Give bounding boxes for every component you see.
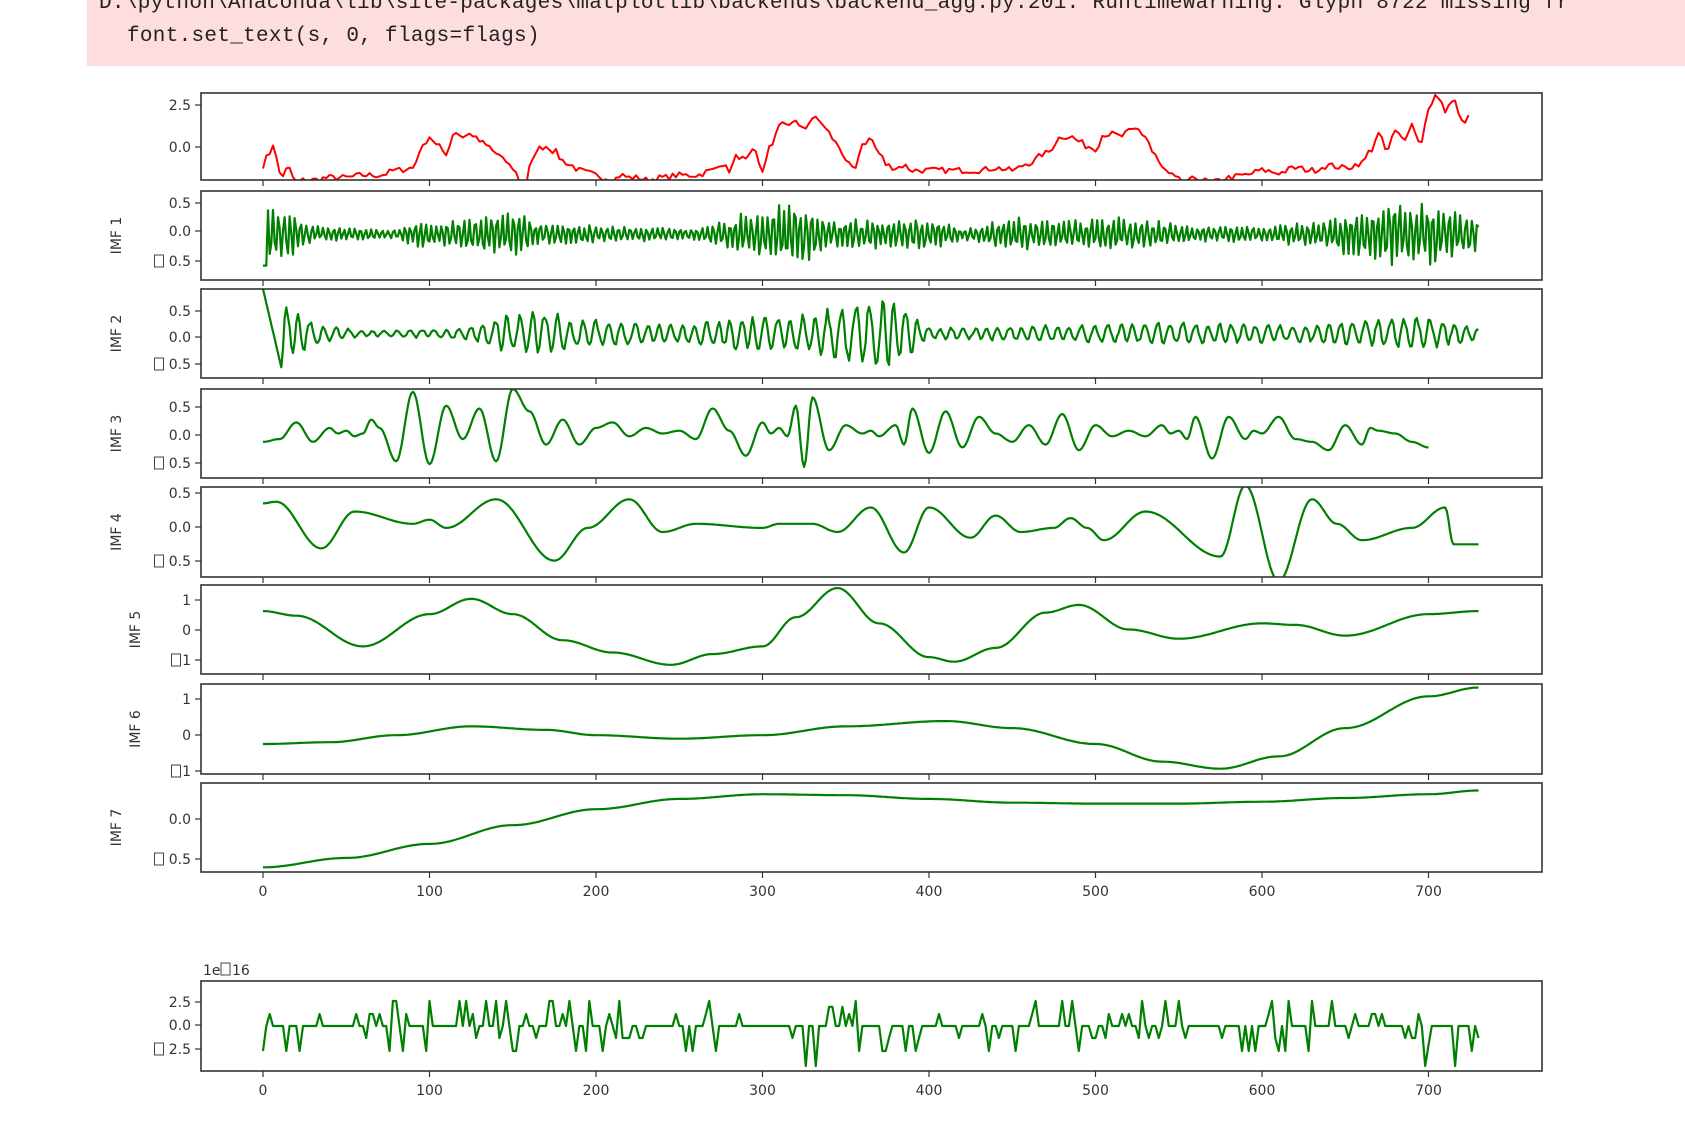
y-tick-label: 0.0 (169, 330, 191, 346)
y-tick-label: 0.5 (169, 456, 191, 472)
warning-line-2: font.set_text(s, 0, flags=flags) (127, 25, 540, 48)
x-tick-label: 500 (1082, 884, 1109, 900)
y-tick-label: 1 (182, 764, 191, 780)
subplot-imf-5: 1 0 1 IMF 5 (128, 584, 1543, 680)
y-tick-label: 2.5 (169, 995, 191, 1011)
x-tick-label: 600 (1249, 884, 1276, 900)
axes-frame (200, 190, 1543, 281)
missing-glyph-box (154, 254, 164, 268)
axes-frame (200, 782, 1543, 873)
imf-line (262, 487, 1479, 577)
y-axis-label: IMF 1 (109, 217, 125, 255)
axes-frame (200, 388, 1543, 479)
y-tick-label: 0 (182, 623, 191, 639)
axes-frame (200, 486, 1543, 578)
missing-glyph-box (154, 852, 164, 866)
y-tick-label: 0 (182, 728, 191, 744)
missing-glyph-box (171, 764, 181, 778)
axes-frame (200, 584, 1543, 675)
x-tick-label: 700 (1415, 884, 1442, 900)
y-tick-label: 1 (182, 593, 191, 609)
y-axis-label: IMF 4 (109, 513, 125, 551)
offset-text: 1e (203, 963, 221, 979)
x-tick-label: 300 (749, 884, 776, 900)
x-tick-label: 500 (1082, 1083, 1109, 1099)
imf-line (263, 789, 1479, 869)
y-tick-label: 0.5 (169, 852, 191, 868)
x-tick-label: 200 (583, 1083, 610, 1099)
axes-frame (200, 92, 1543, 181)
svg-text:16: 16 (232, 963, 250, 979)
missing-glyph-box (154, 456, 164, 470)
y-tick-label: 2.5 (169, 1042, 191, 1058)
y-tick-label: 1 (182, 653, 191, 669)
subplot-imf-4: 0.5 0.0 0.5 IMF 4 (109, 486, 1543, 583)
warning-line-1: D:\python\Anaconda\lib\site-packages\mat… (99, 0, 1570, 15)
y-tick-label: 0.5 (169, 554, 191, 570)
x-tick-label: 100 (416, 1083, 443, 1099)
y-tick-label: 0.0 (169, 520, 191, 536)
missing-glyph-box (154, 1042, 164, 1056)
axes-frame (200, 980, 1543, 1072)
y-axis-label: IMF 3 (109, 415, 125, 453)
subplot-imf-3: 0.5 0.0 0.5 IMF 3 (109, 388, 1543, 484)
x-tick-label: 400 (916, 884, 943, 900)
x-tick-label: 300 (749, 1083, 776, 1099)
missing-glyph-box (171, 653, 181, 667)
x-tick-label: 600 (1249, 1083, 1276, 1099)
y-tick-label: 0.0 (169, 1018, 191, 1034)
imf-line (261, 289, 1479, 369)
imf-line (263, 686, 1479, 770)
x-tick-label: 0 (259, 1083, 268, 1099)
x-tick-label: 400 (916, 1083, 943, 1099)
y-axis-label: IMF 7 (109, 809, 125, 847)
imf-line (263, 587, 1479, 666)
y-tick-label: 1 (182, 692, 191, 708)
imf-line (263, 389, 1429, 468)
x-tick-label: 200 (583, 884, 610, 900)
signal-line (262, 93, 1470, 180)
runtime-warning-output: D:\python\Anaconda\lib\site-packages\mat… (87, 0, 1685, 66)
x-tick-label: 0 (259, 884, 268, 900)
y-tick-label: 0.0 (169, 224, 191, 240)
subplot-imf-6: 1 0 1 IMF 6 (128, 683, 1543, 780)
x-tick-label: 700 (1415, 1083, 1442, 1099)
subplot-imf-7: 0.0 0.5 IMF 7 0 100 200 300 400 500 600 700 (109, 782, 1543, 900)
imf-line (261, 999, 1480, 1068)
axes-frame (200, 683, 1543, 775)
y-tick-label: 0.0 (169, 428, 191, 444)
y-tick-label: 0.5 (169, 196, 191, 212)
y-tick-label: 0.5 (169, 304, 191, 320)
y-axis-label: IMF 2 (109, 315, 125, 353)
y-tick-label: 0.5 (169, 400, 191, 416)
subplot-residual: 2.5 0.0 2.5 0 100 200 300 400 500 600 700 1e 16 (154, 962, 1543, 1099)
imf-line (263, 202, 1480, 267)
x-tick-label: 100 (416, 884, 443, 900)
axes-frame (200, 288, 1543, 379)
subplot-signal: 2.5 0.0 (169, 92, 1543, 186)
missing-glyph-box (154, 357, 164, 371)
y-axis-label: IMF 6 (128, 710, 144, 748)
y-tick-label: 0.0 (169, 812, 191, 828)
y-tick-label: 0.0 (169, 140, 191, 156)
missing-glyph-box (154, 554, 164, 568)
y-tick-label: 2.5 (169, 98, 191, 114)
y-tick-label: 0.5 (169, 357, 191, 373)
subplot-imf-2: 0.5 0.0 0.5 IMF 2 (109, 288, 1543, 384)
y-tick-label: 0.5 (169, 254, 191, 270)
subplot-imf-1: 0.5 0.0 0.5 IMF 1 (109, 190, 1543, 286)
y-axis-label: IMF 5 (128, 611, 144, 649)
y-tick-label: 0.5 (169, 486, 191, 502)
